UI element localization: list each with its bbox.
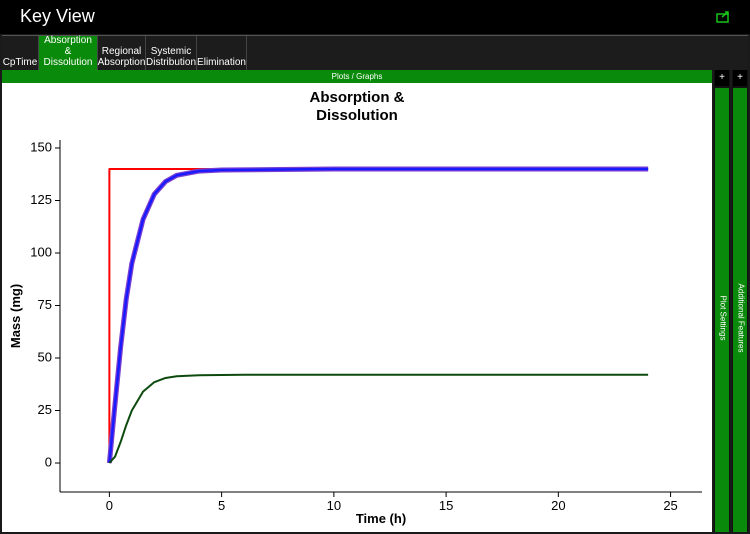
x-tick-label: 0 — [106, 498, 113, 513]
y-tick-label: 150 — [30, 139, 52, 154]
side-label: Additional Features — [736, 283, 746, 353]
expand-button[interactable]: + — [715, 70, 729, 86]
tab[interactable]: Regional Absorption — [98, 36, 146, 70]
chart: 0 25 50 75 100 125 150 0 5 10 15 20 25 Time (h) Mass (… — [8, 139, 702, 526]
tab[interactable]: CpTime — [2, 36, 39, 70]
plot-panel: 0 25 50 75 100 125 150 0 5 10 15 20 25 Time (h) Mass (… — [2, 83, 712, 532]
x-tick-label: 15 — [439, 498, 453, 513]
x-tick-label: 25 — [663, 498, 677, 513]
y-tick-label: 75 — [38, 297, 52, 312]
series-line — [108, 373, 649, 464]
tab-bar: CpTime Absorption & Dissolution Regional… — [2, 35, 748, 70]
side-tab[interactable]: Additional Features — [733, 88, 747, 532]
expand-button[interactable]: + — [733, 70, 747, 86]
side-tab[interactable]: Plot Settings — [715, 88, 729, 532]
panel-title: Plots / Graphs — [2, 70, 712, 83]
x-tick-label: 5 — [218, 498, 225, 513]
y-tick-label: 100 — [30, 244, 52, 259]
y-tick-label: 50 — [38, 349, 52, 364]
side-panel: + Additional Features — [732, 70, 748, 532]
chart-title: Absorption & Dissolution — [309, 89, 405, 124]
header: Key View — [0, 0, 750, 34]
y-tick-label: 0 — [45, 454, 52, 469]
series-line — [108, 167, 649, 464]
x-axis-label: Time (h) — [356, 511, 406, 526]
y-tick-label: 25 — [38, 402, 52, 417]
side-panel: + Plot Settings — [714, 70, 730, 532]
export-icon[interactable] — [716, 11, 730, 23]
tab[interactable]: Absorption & Dissolution — [39, 35, 98, 70]
tab[interactable]: Elimination — [197, 36, 247, 70]
x-tick-label: 20 — [551, 498, 565, 513]
side-label: Plot Settings — [718, 295, 728, 341]
header-title: Key View — [20, 6, 95, 26]
series-line — [106, 166, 649, 464]
tab[interactable]: Systemic Distribution — [146, 36, 197, 70]
y-tick-label: 125 — [30, 192, 52, 207]
y-axis-label: Mass (mg) — [8, 284, 23, 348]
x-tick-label: 10 — [327, 498, 341, 513]
series-line — [108, 167, 649, 464]
